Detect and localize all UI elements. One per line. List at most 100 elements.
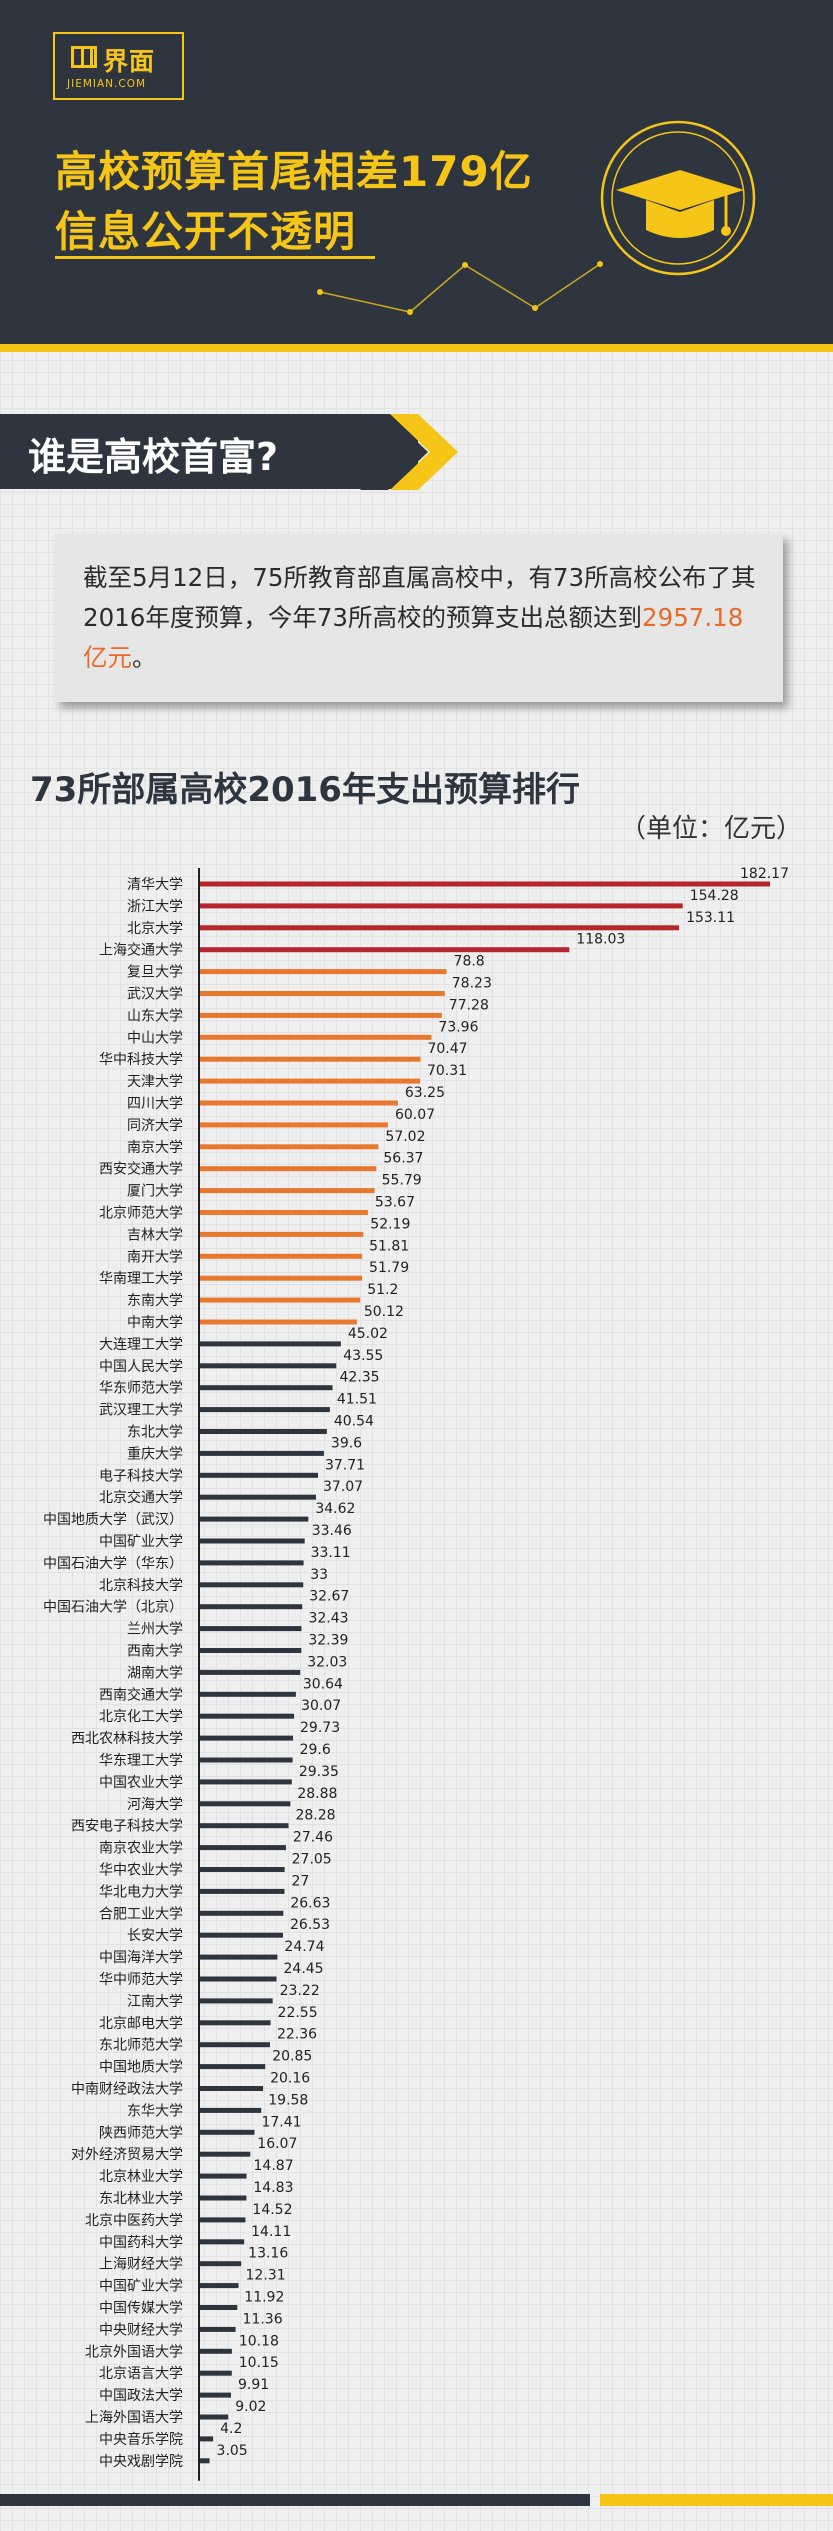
category-label: 浙江大学 [127,899,183,915]
chart-bar [200,1582,304,1588]
value-label: 57.02 [385,1129,425,1145]
graduation-cap-icon [600,120,756,276]
header-banner: 界面 JIEMIAN.COM 高校预算首尾相差179亿 信息公开不透明 [0,0,833,350]
category-label: 复旦大学 [127,964,183,981]
category-label: 兰州大学 [127,1622,183,1638]
value-label: 60.07 [395,1107,435,1123]
chart-bar [200,1648,302,1653]
value-label: 14.52 [252,2202,292,2218]
jiemian-logo-icon [71,46,97,68]
jiemian-logo[interactable]: 界面 JIEMIAN.COM [53,32,184,100]
category-label: 东北师范大学 [99,2037,183,2054]
value-label: 10.18 [239,2333,279,2349]
category-label: 西南交通大学 [99,1686,183,1703]
chart-unit-label: （单位：亿元） [620,814,803,844]
category-label: 清华大学 [127,877,183,893]
category-label: 华南理工大学 [99,1271,183,1287]
chart-bar [200,2020,271,2026]
chart-bar [200,2414,229,2420]
value-label: 32.39 [308,1633,348,1649]
value-label: 154.28 [690,888,739,904]
chart-bar [200,1757,293,1763]
chart-bar [200,1954,278,1960]
value-label: 20.16 [270,2071,310,2087]
logo-chinese-text: 界面 [103,47,156,76]
value-label: 3.05 [217,2443,248,2459]
category-label: 中国矿业大学 [99,2279,183,2295]
chart-bar [200,2107,262,2113]
category-label: 武汉大学 [127,987,183,1003]
value-label: 51.2 [367,1282,398,1298]
chart-bar [200,1450,324,1456]
value-label: 26.63 [290,1895,330,1911]
value-label: 77.28 [449,997,489,1013]
footer-bar-dark [0,2494,590,2506]
category-label: 中央音乐学院 [99,2431,183,2448]
chart-bar [200,1910,284,1916]
category-label: 北京邮电大学 [99,2016,183,2032]
value-label: 14.87 [254,2158,294,2174]
value-label: 118.03 [576,932,625,948]
value-label: 32.67 [309,1589,349,1605]
chart-bar [200,1779,292,1785]
category-label: 上海交通大学 [99,942,183,959]
value-label: 27 [291,1873,309,1889]
category-label: 江南大学 [127,1994,183,2010]
category-label: 北京林业大学 [99,2169,183,2185]
category-label: 东南大学 [127,1293,183,1309]
category-label: 北京科技大学 [99,1578,183,1594]
value-label: 78.23 [452,976,492,992]
chart-bar [200,1691,296,1697]
chart-bar [200,1845,286,1851]
category-label: 北京语言大学 [99,2366,183,2382]
chart-bar [200,1560,304,1566]
category-label: 中国农业大学 [99,1775,183,1791]
chart-bar [200,1144,379,1150]
value-label: 4.2 [220,2421,242,2437]
summary-card: 截至5月12日，75所教育部直属高校中，有73所高校公布了其2016年度预算，今… [55,534,783,702]
category-label: 南京大学 [127,1140,183,1156]
category-label: 华北电力大学 [99,1884,183,1900]
value-label: 27.05 [292,1852,332,1868]
chart-bar [200,1341,341,1347]
value-label: 22.36 [277,2027,317,2043]
category-label: 华中农业大学 [99,1863,183,1879]
category-label: 吉林大学 [127,1227,183,1243]
category-label: 中南大学 [127,1315,183,1331]
value-label: 70.31 [427,1063,467,1079]
value-label: 17.41 [261,2114,301,2130]
category-label: 北京师范大学 [99,1205,183,1222]
value-label: 37.07 [323,1479,363,1495]
footer-bar-yellow [600,2494,833,2506]
category-label: 重庆大学 [127,1446,183,1462]
chart-bar [200,2217,246,2223]
value-label: 78.8 [454,954,485,970]
chart-bar [200,1998,273,2004]
value-label: 12.31 [246,2268,286,2284]
value-label: 16.07 [257,2136,297,2152]
value-label: 20.85 [272,2049,312,2065]
category-label: 北京外国语大学 [85,2344,183,2360]
value-label: 45.02 [348,1326,388,1342]
category-label: 中央财经大学 [99,2322,183,2338]
chart-bar [200,1801,291,1807]
value-label: 24.45 [284,1961,324,1977]
chart-bar [200,1976,277,1982]
value-label: 28.88 [297,1786,337,1802]
chart-bar [200,2173,247,2179]
chart-bar [200,2305,238,2310]
category-label: 西安电子科技大学 [71,1819,183,1835]
category-label: 北京交通大学 [99,1489,183,1506]
decorative-line-dots [317,261,603,315]
chart-bar [200,1188,375,1194]
value-label: 41.51 [337,1392,377,1408]
chart-bar [200,1210,368,1215]
chart-bar [200,1494,316,1500]
category-label: 湖南大学 [127,1665,183,1681]
category-label: 长安大学 [127,1928,183,1944]
chart-bar [200,2086,264,2091]
chart-bar [200,2151,251,2157]
chart-bar [200,1429,327,1434]
value-label: 51.81 [369,1238,409,1254]
section-title: 谁是高校首富? [28,435,279,479]
